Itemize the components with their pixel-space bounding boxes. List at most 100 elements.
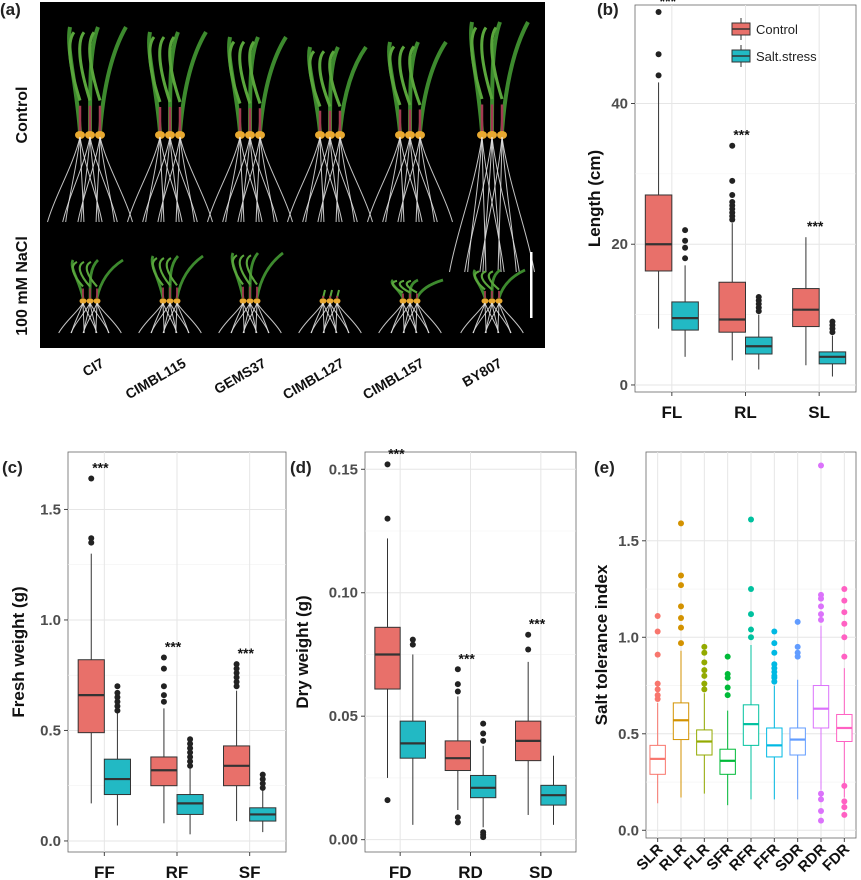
box-body xyxy=(671,301,699,331)
box-control xyxy=(150,654,178,824)
root xyxy=(336,302,350,334)
root xyxy=(58,302,84,334)
root xyxy=(419,136,435,223)
root xyxy=(367,136,401,223)
box-body xyxy=(644,194,673,272)
leaf xyxy=(158,36,172,103)
root xyxy=(95,136,101,223)
panel-c-label: (c) xyxy=(2,458,23,477)
outlier-point xyxy=(187,762,194,769)
x-tick-label: RF xyxy=(166,863,189,880)
outlier-point xyxy=(384,515,391,522)
y-tick-label: 1.5 xyxy=(40,501,61,518)
outlier-point xyxy=(818,807,824,814)
outlier-point xyxy=(187,736,194,743)
root xyxy=(176,302,190,334)
box-salt-stress xyxy=(176,736,204,835)
outlier-point xyxy=(678,582,684,589)
root xyxy=(127,136,161,223)
significance-label: *** xyxy=(529,616,546,632)
root xyxy=(416,302,442,334)
root xyxy=(62,136,91,223)
root xyxy=(237,136,261,223)
root xyxy=(179,136,195,223)
root xyxy=(399,136,423,223)
outlier-point xyxy=(841,804,848,811)
root xyxy=(287,136,321,223)
root xyxy=(157,136,181,223)
seed xyxy=(86,298,94,304)
root xyxy=(400,136,411,223)
root xyxy=(169,136,180,223)
seed xyxy=(406,298,414,304)
root xyxy=(225,136,241,223)
outlier-point xyxy=(160,654,167,661)
root xyxy=(329,136,340,223)
root xyxy=(169,136,198,223)
seed xyxy=(155,131,165,139)
leaf xyxy=(245,254,258,286)
root xyxy=(409,136,438,223)
box-salt-stress xyxy=(470,720,497,841)
outlier-point xyxy=(525,631,532,638)
outlier-point xyxy=(724,670,731,677)
outlier-point xyxy=(480,737,487,744)
genotype-label: CIMBL115 xyxy=(123,355,189,402)
outlier-point xyxy=(818,591,824,598)
outlier-point xyxy=(729,177,736,184)
significance-label: *** xyxy=(165,639,182,655)
root xyxy=(249,136,260,223)
outlier-point xyxy=(771,628,778,635)
outlier-point xyxy=(748,516,754,523)
leaf xyxy=(480,26,494,100)
outlier-point xyxy=(724,684,731,691)
outlier-point xyxy=(841,609,848,616)
root xyxy=(501,136,517,273)
outlier-point xyxy=(701,672,708,679)
leaf xyxy=(238,254,251,286)
outlier-point xyxy=(187,758,194,765)
panel-e-label: (e) xyxy=(594,458,615,477)
y-tick-label: 20 xyxy=(611,236,628,253)
root xyxy=(484,302,500,334)
y-tick-label: 1.0 xyxy=(40,612,61,629)
seed xyxy=(85,131,95,139)
x-tick-label: FL xyxy=(661,403,682,422)
root xyxy=(498,302,512,334)
outlier-point xyxy=(748,611,754,618)
seed xyxy=(93,298,101,304)
seed xyxy=(399,298,407,304)
leaf xyxy=(328,50,342,108)
root xyxy=(415,302,418,334)
root xyxy=(491,136,502,273)
scale-bar xyxy=(530,252,533,318)
y-tick-label: 40 xyxy=(611,96,628,113)
root xyxy=(402,302,418,334)
outlier-point xyxy=(259,771,266,778)
fresh-weight-boxplot: 0.0 0.5 1.0 1.5 Fresh weight (g) *** *** *** FF R… xyxy=(9,451,287,880)
root xyxy=(95,302,98,334)
outlier-point xyxy=(841,586,848,593)
root xyxy=(497,302,500,334)
root xyxy=(419,136,453,223)
leaf xyxy=(85,260,98,288)
outlier-point xyxy=(794,618,801,625)
x-tick-label: SL xyxy=(808,403,830,422)
outlier-point xyxy=(409,636,416,643)
root xyxy=(479,136,503,273)
outlier-point xyxy=(701,686,708,693)
leaf xyxy=(95,258,124,299)
box-body xyxy=(444,740,471,772)
box-rfr xyxy=(742,516,760,800)
outlier-point xyxy=(233,683,240,690)
leaf xyxy=(78,31,92,101)
box-slr xyxy=(649,613,666,804)
seed xyxy=(245,131,255,139)
root xyxy=(390,302,411,334)
root xyxy=(320,136,331,223)
root xyxy=(319,136,343,223)
outlier-point xyxy=(480,829,487,836)
x-tick-label: FD xyxy=(389,863,412,880)
seed xyxy=(325,131,335,139)
outlier-point xyxy=(114,703,121,710)
